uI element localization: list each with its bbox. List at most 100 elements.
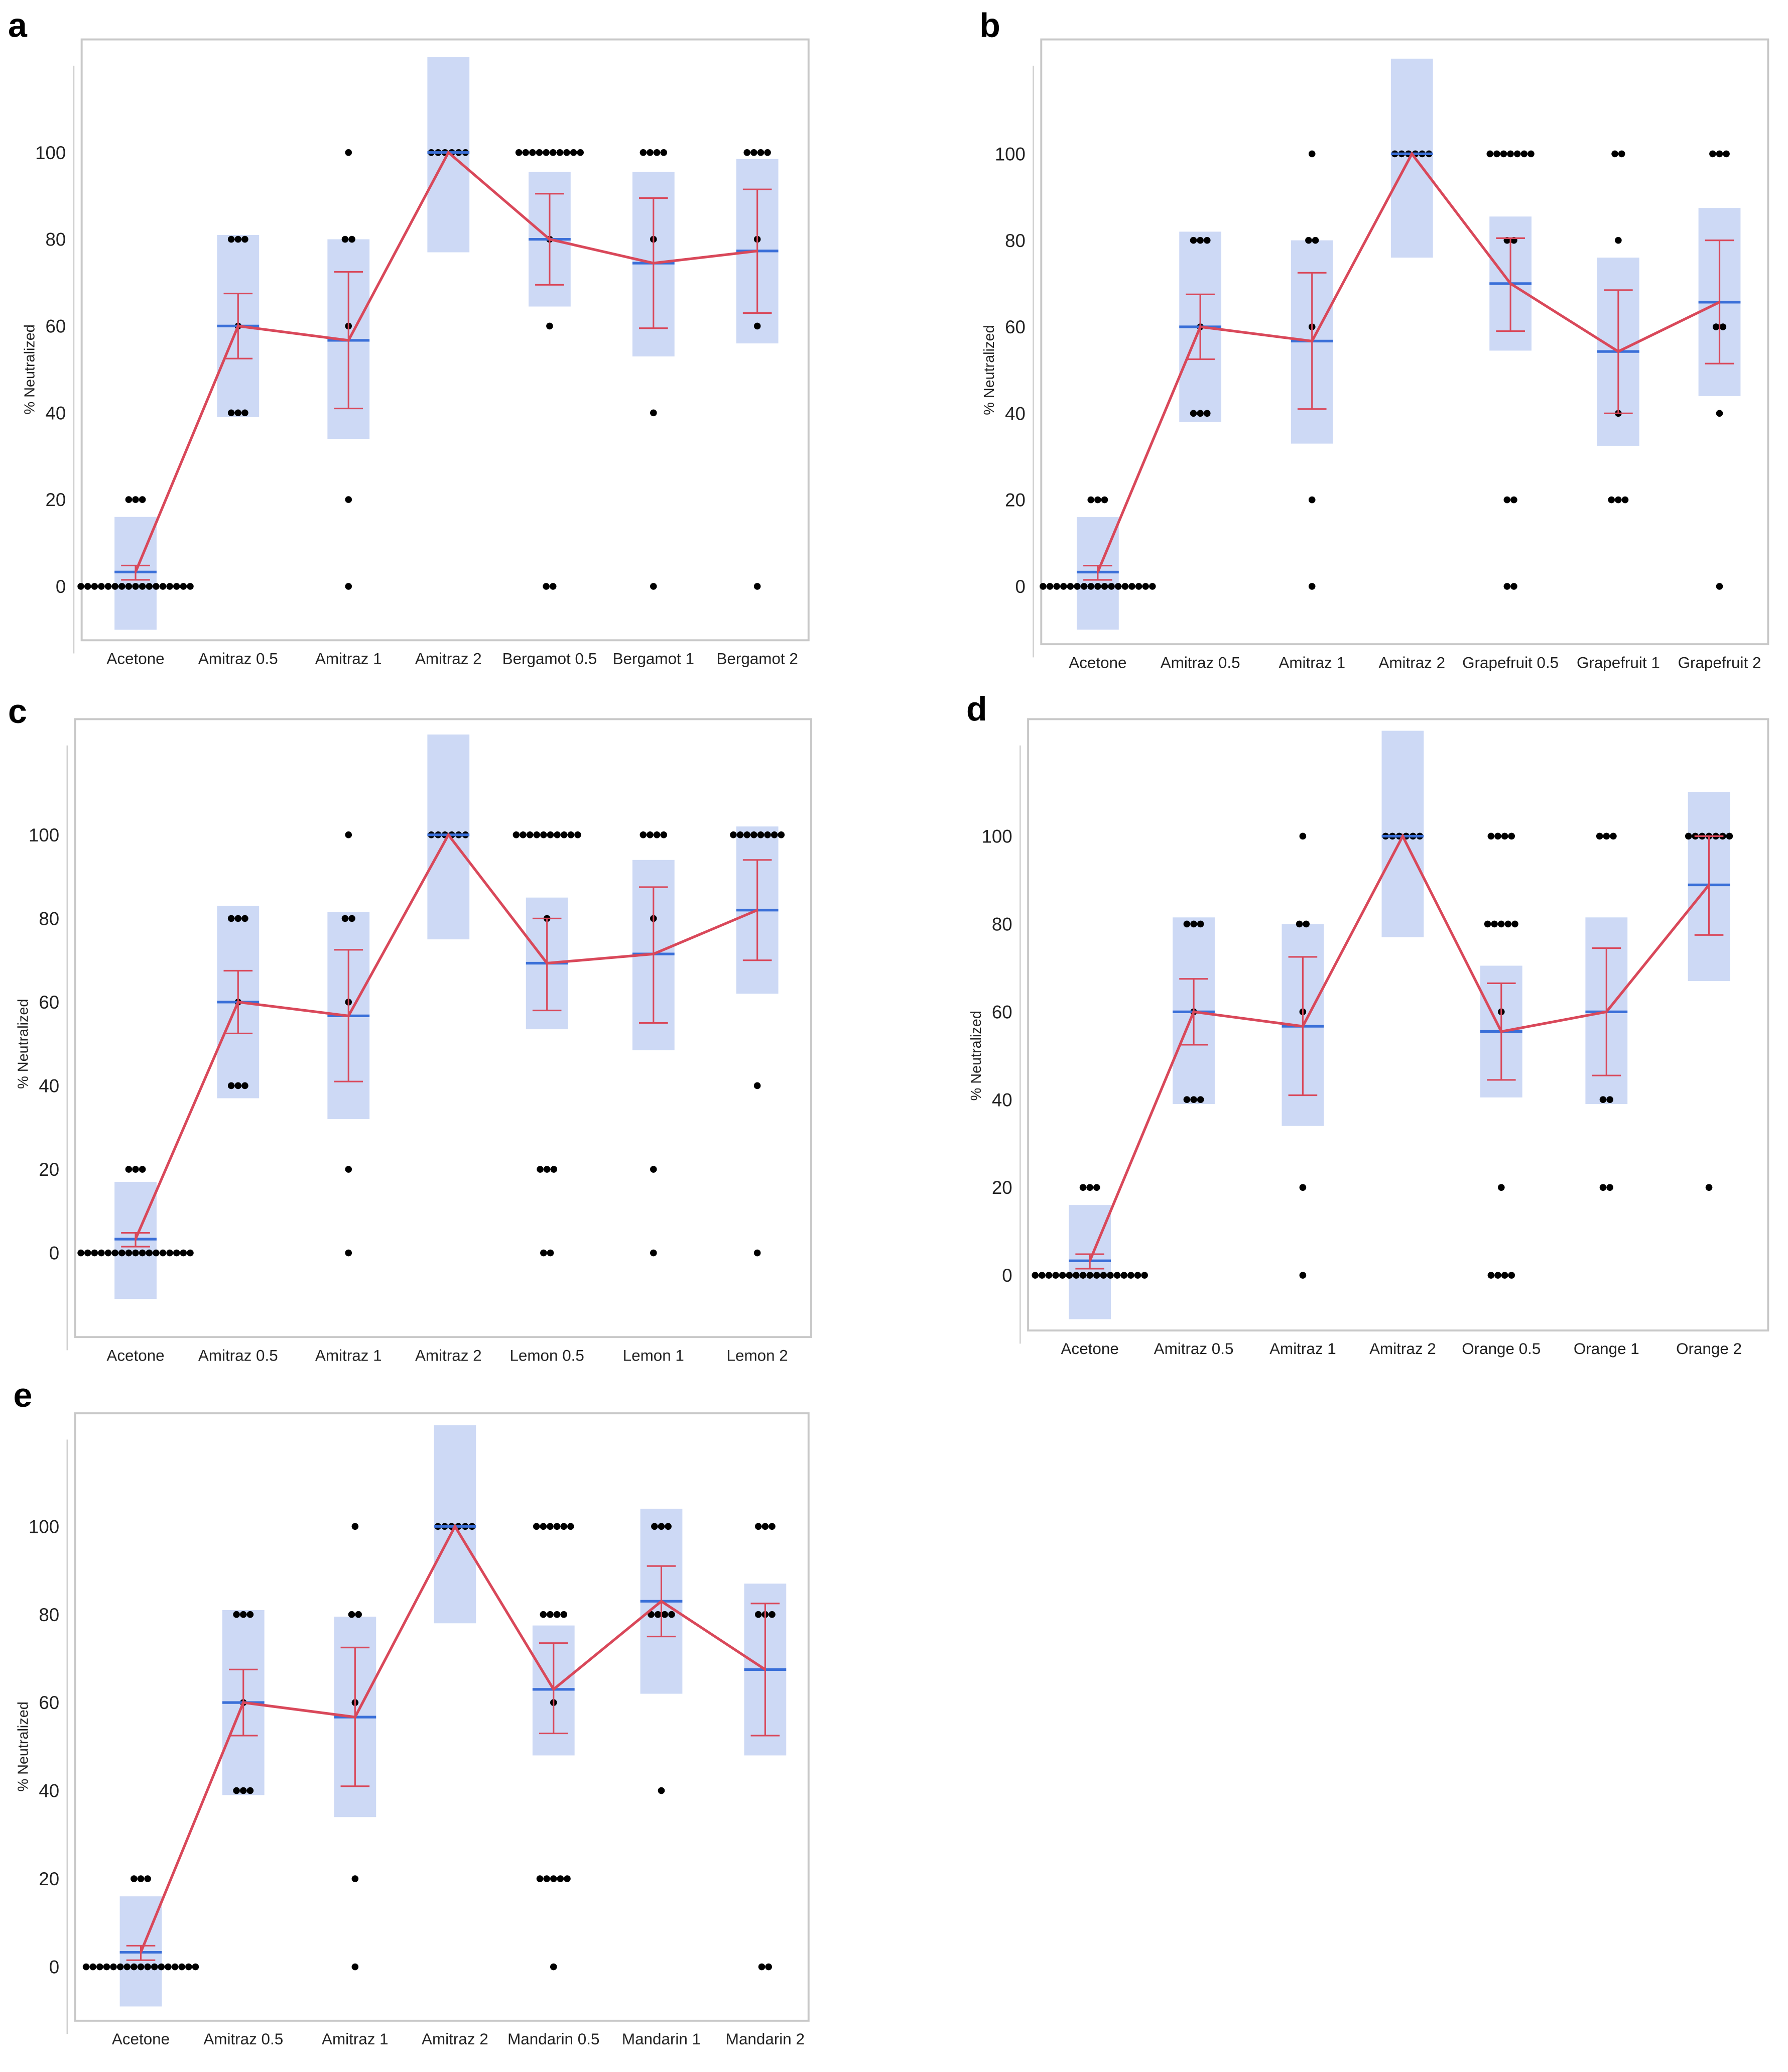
data-point <box>1032 1272 1039 1279</box>
data-point <box>1494 832 1501 840</box>
data-point <box>769 1611 776 1618</box>
data-point <box>1511 920 1518 928</box>
data-point <box>1197 1096 1204 1104</box>
data-point <box>241 1082 248 1089</box>
data-point <box>543 1166 551 1173</box>
data-point <box>1108 583 1115 590</box>
data-point <box>139 583 146 590</box>
data-point <box>1190 920 1197 928</box>
data-point <box>661 1611 669 1618</box>
x-tick-label: Lemon 2 <box>727 1347 788 1364</box>
data-point <box>1508 832 1515 840</box>
data-point <box>1606 1184 1613 1191</box>
x-tick-label: Amitraz 0.5 <box>1154 1340 1234 1358</box>
data-point <box>1303 920 1310 928</box>
x-tick-label: Bergamot 2 <box>716 650 798 667</box>
data-point <box>1190 1096 1197 1104</box>
x-tick-label: Amitraz 2 <box>415 650 482 667</box>
data-point <box>1308 496 1316 504</box>
data-point <box>159 583 167 590</box>
data-point <box>757 831 764 838</box>
y-axis-label: % Neutralized <box>22 324 38 414</box>
group-acetone: Acetone <box>112 1896 170 2048</box>
x-tick-label: Amitraz 1 <box>315 650 382 667</box>
data-point <box>1508 1272 1515 1279</box>
data-point <box>515 149 523 156</box>
data-point <box>227 235 235 243</box>
x-tick-label: Amitraz 2 <box>1369 1340 1436 1358</box>
y-tick-label: 40 <box>992 1089 1012 1110</box>
y-tick-label: 20 <box>45 490 66 510</box>
data-point <box>1203 410 1211 417</box>
data-point <box>1053 583 1060 590</box>
data-point <box>526 831 534 838</box>
data-point <box>345 496 352 503</box>
data-point <box>543 149 550 156</box>
data-point <box>556 149 564 156</box>
interval-box <box>1390 58 1433 258</box>
x-tick-label: Acetone <box>106 650 164 667</box>
data-point <box>753 583 761 590</box>
y-tick-label: 60 <box>39 992 59 1013</box>
data-point <box>557 1875 564 1882</box>
data-point <box>1726 832 1733 840</box>
y-tick-label: 100 <box>982 826 1012 847</box>
group-amitraz-2: Amitraz 2 <box>1378 58 1445 671</box>
data-point <box>1141 1272 1148 1279</box>
panel-letter: a <box>8 6 28 44</box>
data-point <box>1716 583 1723 590</box>
panel-letter: d <box>966 690 987 728</box>
data-point <box>547 831 554 838</box>
data-point <box>771 831 778 838</box>
data-point <box>1520 150 1528 158</box>
data-point <box>536 1875 544 1882</box>
data-point <box>640 149 647 156</box>
data-point <box>1510 583 1517 590</box>
data-point <box>1611 150 1618 158</box>
data-point <box>98 583 105 590</box>
data-point <box>1484 920 1491 928</box>
data-point <box>227 915 235 922</box>
data-point <box>151 1963 158 1971</box>
data-point <box>192 1963 199 1971</box>
data-point <box>104 583 112 590</box>
data-point <box>1190 236 1197 244</box>
data-point <box>1066 1272 1073 1279</box>
data-point <box>1052 1272 1059 1279</box>
data-point <box>1107 1272 1114 1279</box>
data-point <box>166 1249 173 1257</box>
data-point <box>1197 410 1204 417</box>
mean-connect-line <box>1096 151 1720 573</box>
mean-connect-line <box>134 150 757 573</box>
data-point <box>1487 1272 1495 1279</box>
data-point <box>769 1523 776 1530</box>
data-point <box>1197 236 1204 244</box>
data-point <box>1087 583 1095 590</box>
data-point <box>513 831 520 838</box>
data-point <box>131 1875 138 1882</box>
x-tick-label: Mandarin 1 <box>622 2030 701 2048</box>
data-point <box>567 831 575 838</box>
data-point <box>180 583 187 590</box>
data-point <box>89 1963 97 1971</box>
data-point <box>1501 1272 1508 1279</box>
data-point <box>146 583 153 590</box>
data-point <box>187 1249 194 1257</box>
data-point <box>1074 583 1081 590</box>
y-tick-label: 100 <box>995 144 1026 164</box>
data-point <box>537 1166 544 1173</box>
data-point <box>1723 150 1730 158</box>
x-tick-label: Amitraz 0.5 <box>198 1347 278 1364</box>
data-point <box>1093 1184 1100 1191</box>
panel-letter: e <box>14 1376 33 1414</box>
data-point <box>736 831 744 838</box>
data-point <box>159 1249 167 1257</box>
data-point <box>651 1523 658 1530</box>
data-point <box>103 1963 110 1971</box>
y-tick-label: 40 <box>39 1076 59 1096</box>
data-point <box>758 1963 765 1971</box>
data-point <box>1046 583 1054 590</box>
data-point <box>522 149 530 156</box>
data-point <box>1087 496 1095 504</box>
data-point <box>1183 920 1191 928</box>
